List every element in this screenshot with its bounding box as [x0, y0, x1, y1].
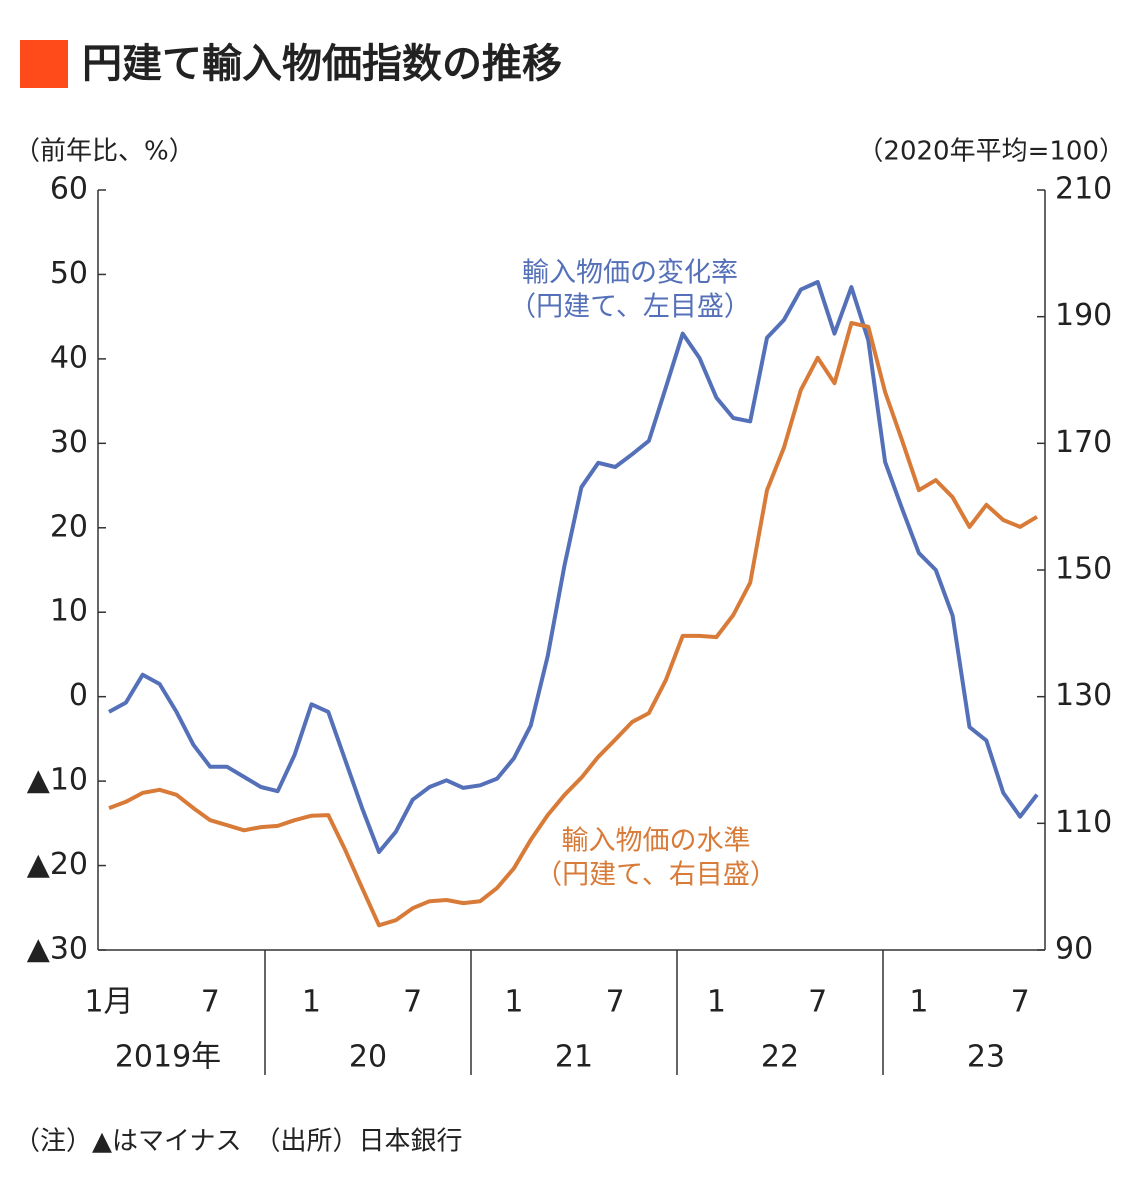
y-tick-label: ▲30 [27, 932, 88, 967]
y2-tick-label: 170 [1055, 425, 1112, 460]
year-label: 2019年 [115, 1040, 221, 1075]
y-tick-label: 0 [69, 678, 88, 713]
x-tick-label: 1 [707, 985, 726, 1020]
x-tick-label: 1月 [84, 985, 133, 1020]
y2-tick-label: 90 [1055, 932, 1093, 967]
y-tick-label: ▲10 [27, 763, 88, 798]
title-marker [20, 40, 68, 88]
year-label: 21 [555, 1040, 593, 1075]
year-label: 23 [967, 1040, 1005, 1075]
series-line [108, 321, 1039, 928]
series-label: 輸入物価の水準 [562, 826, 751, 857]
x-tick-label: 7 [606, 985, 625, 1020]
y2-tick-label: 130 [1055, 678, 1112, 713]
x-tick-label: 7 [201, 985, 220, 1020]
y-tick-label: 40 [50, 340, 88, 375]
y2-tick-label: 110 [1055, 805, 1112, 840]
series-sub-label: （円建て、左目盛） [509, 292, 751, 323]
y-tick-label: 20 [50, 509, 88, 544]
year-label: 20 [349, 1040, 387, 1075]
year-label: 22 [761, 1040, 799, 1075]
y-tick-label: 30 [50, 425, 88, 460]
chart-title: 円建て輸入物価指数の推移 [82, 41, 562, 87]
series-sub-label: （円建て、右目盛） [535, 860, 777, 891]
y2-tick-label: 150 [1055, 552, 1112, 587]
x-tick-label: 7 [808, 985, 827, 1020]
y2-tick-label: 210 [1055, 172, 1112, 207]
series-line [108, 280, 1039, 854]
y2-axis-label: （2020年平均=100） [857, 137, 1125, 167]
series-label: 輸入物価の変化率 [522, 258, 738, 289]
y-tick-label: 50 [50, 256, 88, 291]
note: （注）▲はマイナス （出所）日本銀行 [14, 1127, 462, 1157]
x-tick-label: 1 [909, 985, 928, 1020]
x-tick-label: 1 [504, 985, 523, 1020]
x-tick-label: 1 [302, 985, 321, 1020]
y-axis-label: （前年比、%） [14, 137, 195, 167]
y2-tick-label: 190 [1055, 298, 1112, 333]
x-tick-label: 7 [403, 985, 422, 1020]
y-tick-label: 60 [50, 172, 88, 207]
y-tick-label: 10 [50, 594, 88, 629]
y-tick-label: ▲20 [27, 847, 88, 882]
x-tick-label: 7 [1011, 985, 1030, 1020]
